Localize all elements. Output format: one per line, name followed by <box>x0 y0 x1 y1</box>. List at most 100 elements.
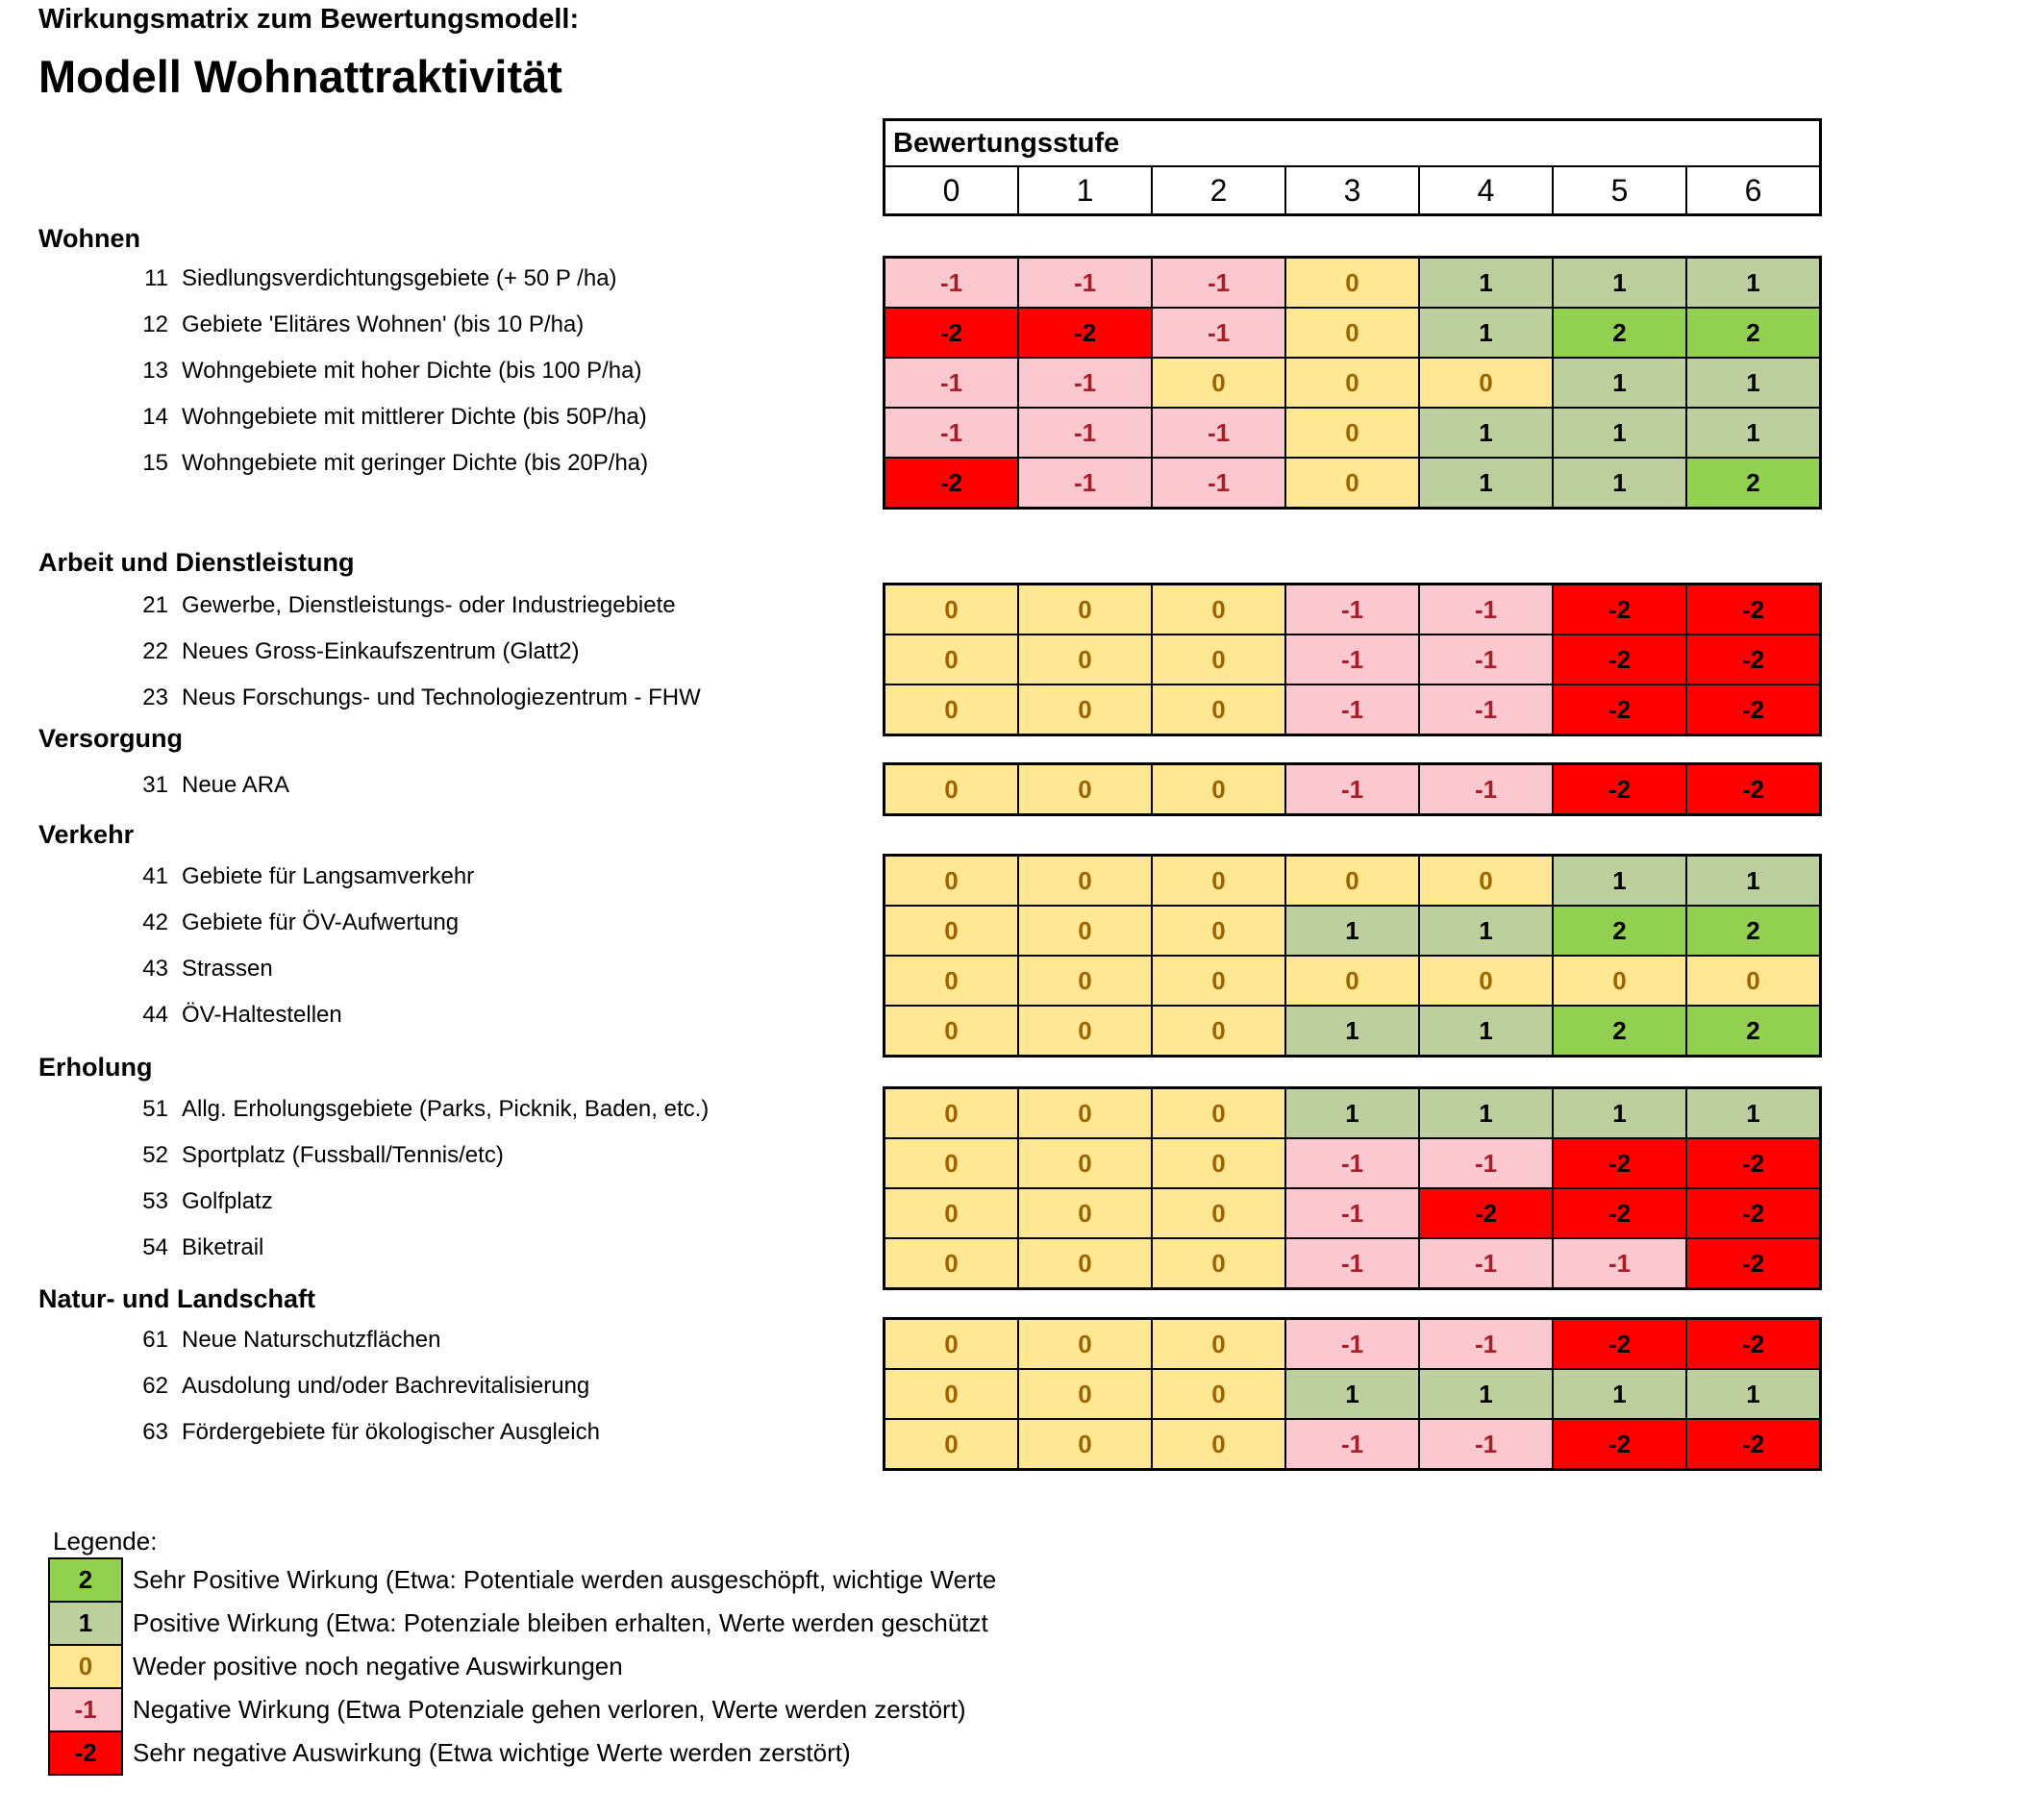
value-cell: 2 <box>1552 1005 1687 1058</box>
value-cell: -2 <box>1685 1317 1822 1370</box>
value-cell: 0 <box>1284 307 1420 359</box>
row-label: 54 Biketrail <box>38 1225 875 1271</box>
value-cell: 1 <box>1418 407 1554 459</box>
row-number: 43 <box>142 956 168 982</box>
value-cell: -2 <box>1418 1187 1554 1239</box>
row-title: Fördergebiete für ökologischer Ausgleich <box>182 1419 600 1445</box>
value-cell: -1 <box>883 407 1019 459</box>
value-cell: 0 <box>1151 583 1286 635</box>
value-cell: 1 <box>1685 1086 1822 1139</box>
value-cell: -2 <box>1552 1187 1687 1239</box>
legend-item: 1 Positive Wirkung (Etwa: Potenziale blei… <box>48 1601 996 1646</box>
row-label: 31 Neue ARA <box>38 762 875 809</box>
column-header-5: 5 <box>1552 165 1687 216</box>
value-cell: 0 <box>1017 955 1153 1007</box>
row-number: 21 <box>142 592 168 618</box>
value-cell: -1 <box>1418 684 1554 736</box>
value-cell: 0 <box>1151 684 1286 736</box>
row-number: 41 <box>142 863 168 889</box>
value-cell: -2 <box>1685 1418 1822 1471</box>
row-number: 15 <box>142 450 168 476</box>
legend-item: 0 Weder positive noch negative Auswirkung… <box>48 1644 996 1689</box>
legend-item: -2 Sehr negative Auswirkung (Etwa wichtig… <box>48 1730 996 1776</box>
section-heading: Wohnen <box>38 224 140 253</box>
section-heading: Erholung <box>38 1053 153 1082</box>
table-row: -2 -2 -1 0 1 2 2 <box>883 307 1822 359</box>
legend: 2 Sehr Positive Wirkung (Etwa: Potentiale… <box>48 1557 996 1776</box>
value-cell: 1 <box>1418 1005 1554 1058</box>
value-cell: 1 <box>1552 256 1687 309</box>
section-heading: Verkehr <box>38 820 135 849</box>
value-cell: -2 <box>1685 762 1822 816</box>
row-number: 31 <box>142 772 168 798</box>
value-cell: -2 <box>1552 1418 1687 1471</box>
row-number: 54 <box>142 1234 168 1260</box>
row-number: 42 <box>142 909 168 935</box>
value-cell: 1 <box>1418 1086 1554 1139</box>
legend-label: Positive Wirkung (Etwa: Potenziale bleib… <box>133 1608 988 1637</box>
value-cell: -1 <box>1284 634 1420 685</box>
value-cell: 1 <box>1552 854 1687 907</box>
value-cell: 0 <box>1151 1418 1286 1471</box>
table-row: 0 0 0 -1 -1 -2 -2 <box>883 684 1822 736</box>
value-cell: 0 <box>883 1137 1019 1189</box>
value-cell: 0 <box>1151 955 1286 1007</box>
table-row: 0 0 0 -1 -1 -2 -2 <box>883 762 1822 816</box>
value-cell: 0 <box>883 762 1019 816</box>
value-cell: -1 <box>1284 1317 1420 1370</box>
row-label: 21 Gewerbe, Dienstleistungs- oder Industr… <box>38 583 875 629</box>
value-cell: -2 <box>1685 583 1822 635</box>
value-cell: 1 <box>1418 307 1554 359</box>
value-cell: 1 <box>1552 457 1687 510</box>
row-label: 63 Fördergebiete für ökologischer Ausglei… <box>38 1409 875 1456</box>
value-cell: 1 <box>1418 1368 1554 1420</box>
legend-label: Negative Wirkung (Etwa Potenziale gehen … <box>133 1695 966 1724</box>
value-cell: -2 <box>1685 1237 1822 1290</box>
value-cell: -1 <box>1017 407 1153 459</box>
value-cell: 0 <box>883 684 1019 736</box>
value-cell: -1 <box>1284 1187 1420 1239</box>
value-cell: 0 <box>1017 1368 1153 1420</box>
value-cell: 0 <box>1017 1005 1153 1058</box>
row-title: Sportplatz (Fussball/Tennis/etc) <box>182 1142 504 1168</box>
value-cell: 0 <box>883 1237 1019 1290</box>
value-cell: -2 <box>1017 307 1153 359</box>
row-title: Gebiete 'Elitäres Wohnen' (bis 10 P/ha) <box>182 311 585 337</box>
value-cell: 0 <box>1151 1005 1286 1058</box>
value-cell: 0 <box>1151 1317 1286 1370</box>
row-label: 44 ÖV-Haltestellen <box>38 992 875 1038</box>
value-cell: -2 <box>1552 1137 1687 1189</box>
value-cell: -1 <box>1418 1137 1554 1189</box>
row-label: 11 Siedlungsverdichtungsgebiete (+ 50 P /… <box>38 256 875 302</box>
row-label: 14 Wohngebiete mit mittlerer Dichte (bis … <box>38 394 875 440</box>
row-label: 42 Gebiete für ÖV-Aufwertung <box>38 900 875 946</box>
value-cell: 1 <box>1552 357 1687 409</box>
value-cell: 0 <box>883 854 1019 907</box>
value-cell: 1 <box>1284 1005 1420 1058</box>
value-cell: 0 <box>1017 854 1153 907</box>
value-cell: 0 <box>883 1005 1019 1058</box>
value-cell: -2 <box>1552 762 1687 816</box>
value-cell: -2 <box>1685 634 1822 685</box>
section-heading: Natur- und Landschaft <box>38 1284 315 1313</box>
value-cell: -2 <box>1685 1187 1822 1239</box>
column-header-6: 6 <box>1685 165 1822 216</box>
value-cell: -1 <box>1418 1418 1554 1471</box>
value-cell: 0 <box>1151 1086 1286 1139</box>
legend-color-box: 1 <box>48 1601 123 1646</box>
value-cell: 0 <box>1151 1137 1286 1189</box>
column-header-0: 0 <box>883 165 1019 216</box>
row-title: Golfplatz <box>182 1188 273 1214</box>
value-cell: -2 <box>883 457 1019 510</box>
table-row: 0 0 0 -1 -1 -2 -2 <box>883 583 1822 635</box>
value-cell: 0 <box>1017 634 1153 685</box>
row-label: 62 Ausdolung und/oder Bachrevitalisierung <box>38 1363 875 1409</box>
value-cell: 0 <box>1017 1137 1153 1189</box>
value-cell: -1 <box>883 357 1019 409</box>
row-number: 11 <box>144 265 168 291</box>
value-cell: 1 <box>1685 1368 1822 1420</box>
header-columns-row: 0 1 2 3 4 5 6 <box>883 165 1822 216</box>
